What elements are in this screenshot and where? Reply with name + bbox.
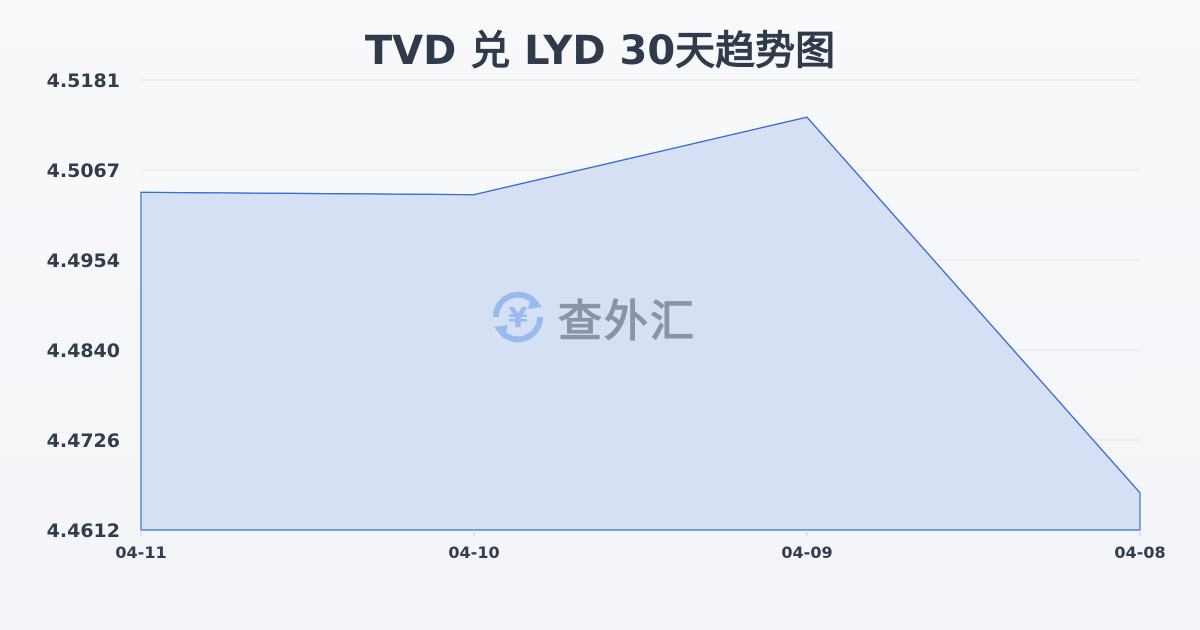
- y-tick-label: 4.4726: [47, 430, 120, 452]
- x-tick-label: 04-10: [448, 543, 499, 562]
- series-line: [140, 116, 1141, 494]
- x-tick-label: 04-11: [115, 543, 166, 562]
- watermark-symbol: ¥: [508, 301, 528, 334]
- y-tick-label: 4.4840: [47, 340, 120, 362]
- chart-title: TVD 兑 LYD 30天趋势图: [364, 28, 836, 74]
- y-tick-label: 4.4612: [47, 520, 120, 542]
- x-tick-label: 04-09: [781, 543, 832, 562]
- watermark-text: 查外汇: [558, 296, 696, 347]
- y-tick-label: 4.5181: [47, 70, 120, 92]
- y-tick-label: 4.5067: [47, 160, 120, 182]
- x-tick-label: 04-08: [1114, 543, 1165, 562]
- yen-exchange-icon: ¥: [492, 291, 544, 343]
- y-tick-label: 4.4954: [47, 250, 120, 272]
- watermark: ¥ 查外汇: [488, 285, 696, 349]
